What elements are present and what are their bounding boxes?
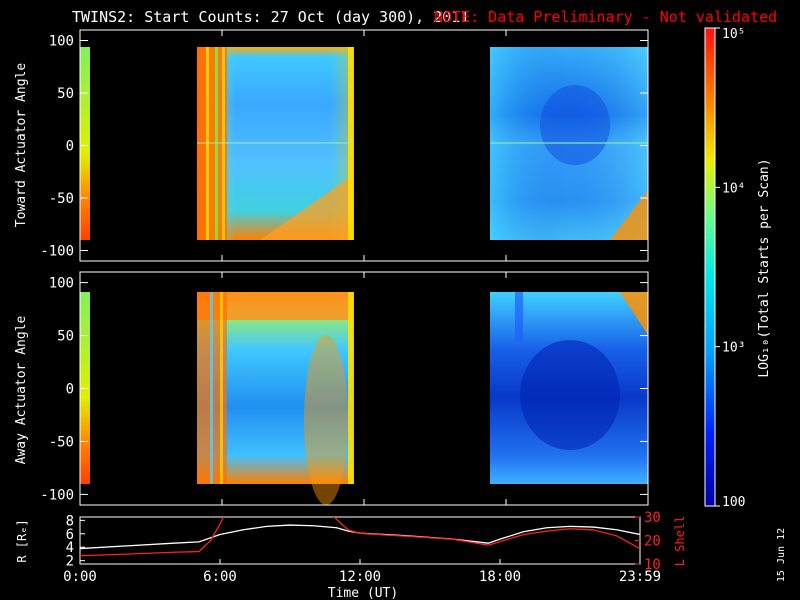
away-ytick-label: -100 <box>40 487 74 503</box>
orbit-ylabel-right: L Shell <box>673 516 687 567</box>
colorbar-scale <box>704 27 716 507</box>
lshell-series-line <box>80 517 640 557</box>
toward-panel: 100 50 0 -50 -100 Toward Actuator Angle <box>14 29 649 262</box>
orbit-xtick-label: 6:00 <box>203 569 237 585</box>
r-series-line <box>80 524 640 550</box>
toward-low-count-region <box>540 85 610 165</box>
orbit-ylabel-left: R [Rₑ] <box>15 519 29 562</box>
orbit-xtick-label: 23:59 <box>619 569 661 585</box>
orbit-xtick-label: 0:00 <box>63 569 97 585</box>
colorbar-tick-label: 10⁴ <box>722 181 745 196</box>
away-stripe <box>220 292 223 484</box>
toward-heatmap <box>80 47 648 240</box>
toward-data-block-0 <box>80 47 90 240</box>
toward-ytick-label: 50 <box>57 86 74 102</box>
orbit-ytick-left-label: 4 <box>66 540 74 556</box>
toward-ytick-label: 0 <box>66 139 74 155</box>
orbit-lines <box>80 517 640 557</box>
orbit-ytick-right-label: 30 <box>644 510 661 526</box>
orbit-frame <box>79 516 641 565</box>
orbit-xtick-label: 18:00 <box>479 569 521 585</box>
orbit-ytick-left-label: 8 <box>66 513 74 529</box>
colorbar: 10⁵ 10⁴ 10³ 100 LOG₁₀(Total Starts per Scan… <box>704 27 772 510</box>
toward-zero-line <box>197 142 353 144</box>
away-stripe <box>210 292 213 484</box>
toward-zero-line <box>490 142 648 144</box>
toward-edge-feature <box>610 190 648 240</box>
chart-title: TWINS2: Start Counts: 27 Oct (day 300), … <box>72 8 469 26</box>
away-stripe <box>515 292 523 342</box>
preliminary-note: NOTE: Data Preliminary - Not validated <box>434 8 777 26</box>
colorbar-label: LOG₁₀(Total Starts per Scan) <box>757 158 772 377</box>
colorbar-ticks: 10⁵ 10⁴ 10³ 100 <box>715 27 745 510</box>
orbit-ytick-right-label: 20 <box>644 534 661 550</box>
toward-ytick-label: -50 <box>49 191 74 207</box>
orbit-xtick-label: 12:00 <box>339 569 381 585</box>
away-ring-current-feature <box>304 335 348 505</box>
toward-ytick-label: 100 <box>49 34 74 50</box>
colorbar-tick-label: 100 <box>722 495 745 510</box>
toward-ylabel: Toward Actuator Angle <box>14 63 29 228</box>
orbit-xlabel: Time (UT) <box>328 586 398 600</box>
toward-ytick-label: -100 <box>40 244 74 260</box>
away-heatmap <box>80 292 648 505</box>
colorbar-tick-label: 10⁵ <box>722 27 745 42</box>
away-ticks: 100 50 0 -50 -100 <box>40 272 649 505</box>
footer-date: 15 Jun 12 <box>776 528 787 582</box>
colorbar-tick-label: 10³ <box>722 341 745 356</box>
away-low-count-region <box>520 340 620 450</box>
away-ytick-label: 0 <box>66 382 74 398</box>
toward-ring-current-feature <box>260 175 353 240</box>
orbit-ytick-left-label: 6 <box>66 527 74 543</box>
away-ytick-label: -50 <box>49 434 74 450</box>
orbit-ytick-left-label: 2 <box>66 554 74 570</box>
toward-ticks: 100 50 0 -50 -100 <box>40 30 649 261</box>
away-ylabel: Away Actuator Angle <box>14 315 29 464</box>
orbit-ytick-right-label: 10 <box>644 557 661 573</box>
away-stripe <box>348 292 354 484</box>
away-ytick-label: 100 <box>49 276 74 292</box>
away-panel: 100 50 0 -50 -100 Away Actuator Angle <box>14 271 649 506</box>
away-edge-feature <box>620 292 648 335</box>
away-ytick-label: 50 <box>57 329 74 345</box>
